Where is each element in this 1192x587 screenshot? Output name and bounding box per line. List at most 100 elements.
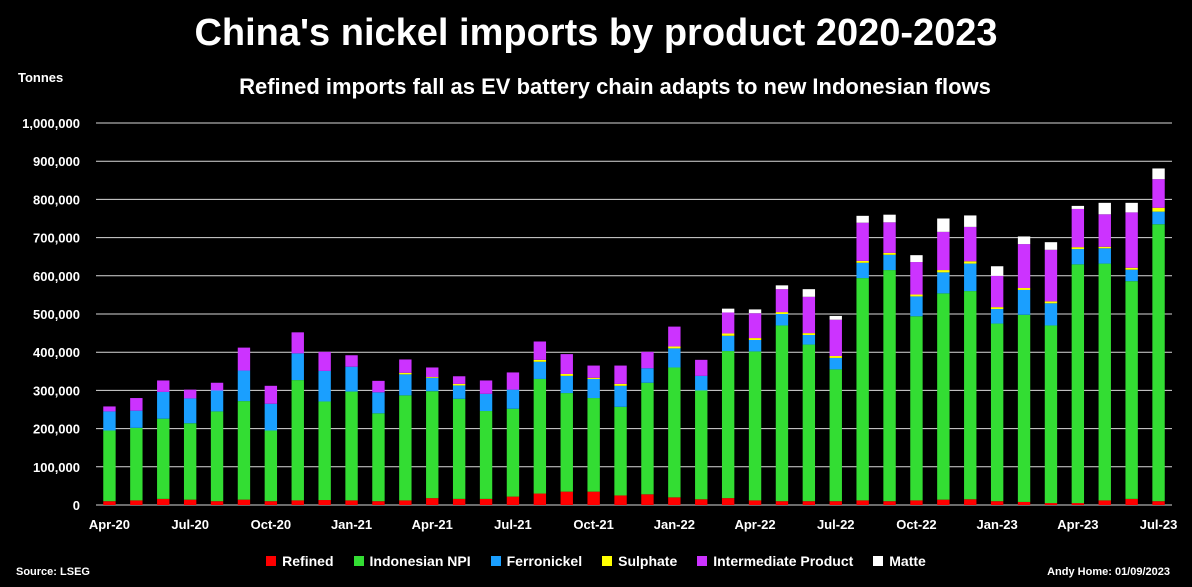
bar-segment <box>990 501 1004 505</box>
bar-segment <box>183 423 197 500</box>
bar-segment <box>775 312 789 314</box>
x-tick-label: Apr-20 <box>89 517 130 532</box>
bar-segment <box>1071 205 1085 209</box>
bar-segment <box>721 308 735 313</box>
y-tick-label: 1,000,000 <box>22 116 80 131</box>
bar-segment <box>318 401 331 501</box>
bar-segment <box>641 494 654 505</box>
bar-segment <box>802 289 816 297</box>
legend-label: Matte <box>889 553 926 569</box>
bar-segment <box>1044 503 1058 505</box>
bar-segment <box>506 389 520 409</box>
bar-segment <box>1017 289 1031 315</box>
x-tick-label: Jul-22 <box>817 517 855 532</box>
bar-segment <box>883 501 896 505</box>
bar-segment <box>668 326 681 347</box>
bar-segment <box>721 335 735 352</box>
legend-swatch <box>490 556 501 566</box>
bar-segment <box>237 401 251 500</box>
bar-segment <box>452 498 466 505</box>
bar-segment <box>291 500 304 505</box>
bar-segment <box>668 367 681 498</box>
x-tick-label: Oct-21 <box>573 517 613 532</box>
bar-segment <box>1071 264 1085 504</box>
bar-segment <box>641 351 654 369</box>
legend-swatch <box>873 556 884 566</box>
bar-segment <box>452 385 466 399</box>
bar-segment <box>399 359 412 373</box>
bar-segment <box>399 374 412 396</box>
bar-segment <box>210 501 224 505</box>
bar-segment <box>641 368 654 383</box>
chart-subtitle: Refined imports fall as EV battery chain… <box>239 74 991 99</box>
bar-segment <box>1044 325 1058 504</box>
legend-label: Sulphate <box>618 553 678 569</box>
y-tick-label: 700,000 <box>33 231 80 246</box>
bar-segment <box>748 500 762 505</box>
bar-segment <box>641 382 654 495</box>
bar-segment <box>103 501 116 505</box>
bar-segment <box>560 373 573 376</box>
bar-segment <box>157 498 170 505</box>
y-tick-label: 800,000 <box>33 192 80 207</box>
bar-segment <box>964 261 977 264</box>
bar-segment <box>587 378 600 399</box>
x-tick-label: Jan-23 <box>977 517 1018 532</box>
bar-segment <box>668 497 681 505</box>
bar-segment <box>883 214 896 223</box>
bar-segment <box>1017 288 1031 290</box>
x-tick-label: Apr-23 <box>1057 517 1098 532</box>
bar-segment <box>399 395 412 501</box>
legend-swatch <box>697 556 708 566</box>
bar-segment <box>775 325 789 502</box>
bar-segment <box>614 406 627 496</box>
legend-item-sulphate: Sulphate <box>602 553 677 569</box>
bar-segment <box>990 266 1004 276</box>
bar-segment <box>560 393 573 492</box>
bar-segment <box>1125 281 1138 499</box>
legend-label: Refined <box>282 553 334 569</box>
bar-segment <box>264 385 278 404</box>
bar-segment <box>130 427 143 501</box>
y-tick-label: 0 <box>73 498 80 513</box>
bar-segment <box>426 391 439 499</box>
bar-segment <box>1152 224 1165 502</box>
y-axis-ticks: 0 100,000 200,000 300,000 400,000 500,000 600,… <box>22 116 80 513</box>
bar-segment <box>990 309 1004 324</box>
bar-segment <box>829 319 842 357</box>
bar-segment <box>506 408 520 497</box>
bar-segment <box>1152 207 1165 212</box>
bar-segment <box>587 365 600 378</box>
bar-segment <box>560 491 573 505</box>
bar-segment <box>1098 246 1111 249</box>
bar-segment <box>748 339 762 352</box>
y-axis-label: Tonnes <box>18 70 64 85</box>
bar-segment <box>130 500 143 505</box>
bar-segment <box>695 390 708 500</box>
bar-segment <box>695 375 708 391</box>
bar-segment <box>237 370 251 402</box>
bar-segment <box>1125 267 1138 270</box>
bar-segment <box>318 351 331 371</box>
bar-segment <box>614 383 627 386</box>
bar-segment <box>1125 498 1138 505</box>
bar-segment <box>748 351 762 501</box>
bar-segment <box>802 344 816 502</box>
y-tick-label: 500,000 <box>33 307 80 322</box>
bar-segment <box>372 380 385 393</box>
x-tick-label: Apr-21 <box>412 517 453 532</box>
bar-segment <box>318 370 331 402</box>
bar-segment <box>345 355 358 367</box>
bar-segment <box>103 430 116 502</box>
bar-segment <box>479 498 493 505</box>
bar-segment <box>802 501 816 505</box>
bar-segment <box>668 346 681 349</box>
x-axis-ticks: Apr-20 Jul-20 Oct-20 Jan-21 Apr-21 Jul-21 Oct-… <box>89 517 1177 532</box>
bar-segment <box>183 389 197 399</box>
bar-segment <box>1152 211 1165 225</box>
x-tick-label: Jan-22 <box>654 517 695 532</box>
bar-segment <box>372 413 385 502</box>
bar-segment <box>1098 263 1111 501</box>
bar-segment <box>1098 214 1111 247</box>
